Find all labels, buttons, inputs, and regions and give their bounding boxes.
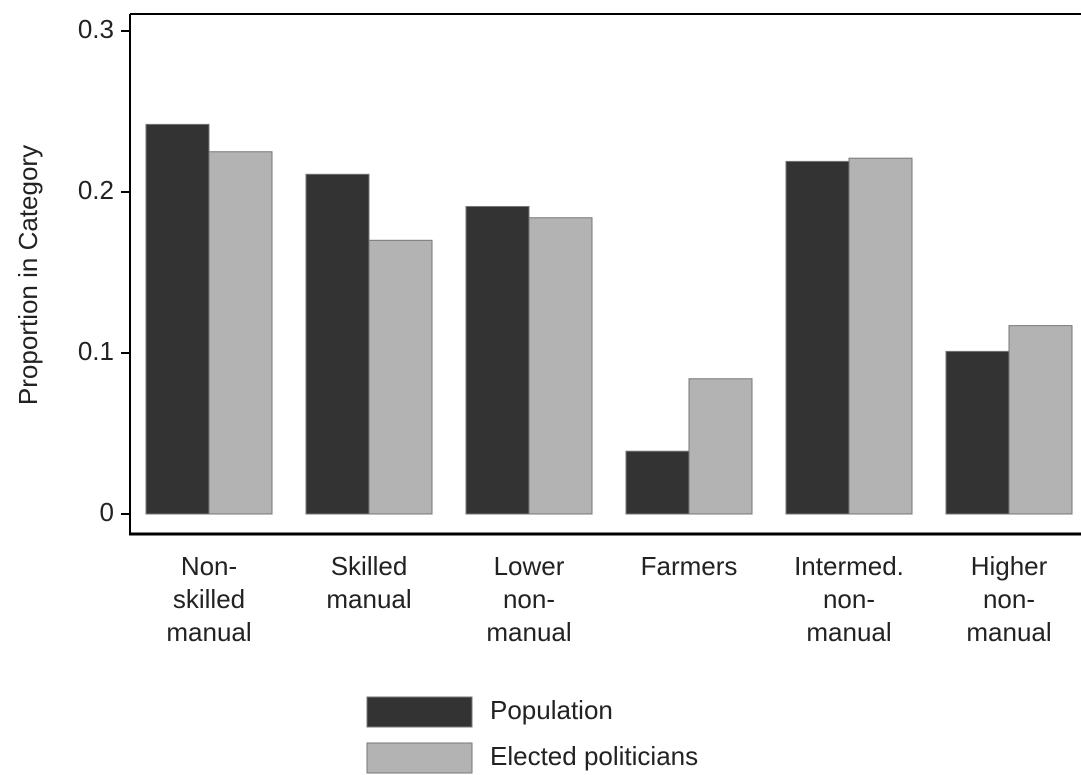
legend-swatch — [366, 696, 473, 728]
bar — [528, 217, 593, 515]
bar — [368, 239, 433, 515]
bar — [208, 151, 273, 515]
y-tick-label: 0.1 — [78, 336, 114, 366]
bar — [848, 157, 913, 515]
x-tick-label: manual — [326, 584, 411, 614]
legend-label: Population — [490, 695, 613, 725]
y-tick-label: 0.3 — [78, 14, 114, 44]
legend-swatch — [366, 742, 473, 774]
legend-label: Elected politicians — [490, 741, 698, 771]
x-tick-label: non- — [823, 584, 875, 614]
x-tick-label: manual — [166, 617, 251, 647]
bar — [1008, 325, 1073, 515]
x-tick-label: non- — [983, 584, 1035, 614]
y-tick-label: 0.2 — [78, 175, 114, 205]
x-tick-label: manual — [486, 617, 571, 647]
x-tick-label: non- — [503, 584, 555, 614]
bar — [305, 173, 370, 515]
y-tick-label: 0 — [100, 497, 114, 527]
bar — [785, 160, 850, 515]
x-tick-label: manual — [966, 617, 1051, 647]
x-tick-label: Farmers — [641, 551, 738, 581]
bar — [145, 123, 210, 515]
x-tick-label: Intermed. — [794, 551, 904, 581]
y-axis-label: Proportion in Category — [13, 145, 43, 405]
x-tick-label: Lower — [494, 551, 565, 581]
x-tick-label: manual — [806, 617, 891, 647]
bar — [688, 378, 753, 515]
bar — [625, 450, 690, 515]
x-tick-label: Higher — [971, 551, 1048, 581]
bar — [945, 350, 1010, 515]
x-tick-label: Non- — [181, 551, 237, 581]
x-tick-label: Skilled — [331, 551, 408, 581]
x-tick-label: skilled — [173, 584, 245, 614]
bar — [465, 205, 530, 515]
